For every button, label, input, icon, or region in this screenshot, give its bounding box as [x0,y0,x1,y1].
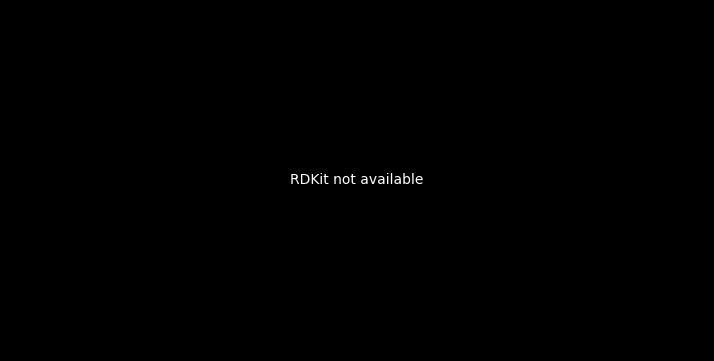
Text: RDKit not available: RDKit not available [291,174,423,187]
